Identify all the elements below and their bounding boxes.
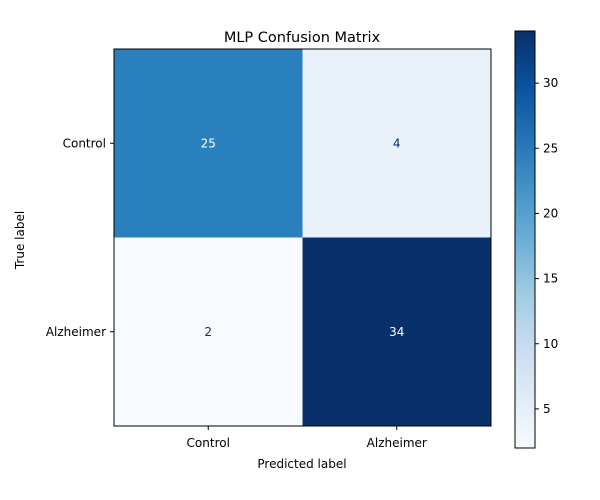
colorbar-tick-label: 15 bbox=[543, 272, 558, 286]
y-tick-label: Control bbox=[63, 136, 106, 150]
cell-value-label: 4 bbox=[393, 136, 401, 150]
matrix-cell bbox=[114, 237, 303, 426]
colorbar-gradient bbox=[514, 30, 536, 449]
colorbar: 5 10 15 20 25 30 bbox=[514, 30, 558, 449]
x-tick-label: Alzheimer bbox=[367, 436, 427, 450]
matrix-cell bbox=[114, 49, 303, 238]
x-axis-ticks: Control Alzheimer bbox=[187, 426, 427, 450]
matrix-cells: 25 4 2 34 bbox=[114, 49, 491, 426]
y-tick-label: Alzheimer bbox=[46, 325, 106, 339]
colorbar-tick-label: 25 bbox=[543, 141, 558, 155]
y-axis-ticks: Control Alzheimer bbox=[46, 136, 114, 339]
cell-value-label: 25 bbox=[201, 136, 216, 150]
y-axis-label: True label bbox=[13, 211, 27, 270]
matrix-cell bbox=[302, 237, 491, 426]
colorbar-tick-label: 10 bbox=[543, 337, 558, 351]
x-axis-label: Predicted label bbox=[257, 457, 346, 471]
x-tick-label: Control bbox=[187, 436, 230, 450]
colorbar-tick-label: 5 bbox=[543, 402, 551, 416]
plot-frame bbox=[113, 48, 492, 427]
colorbar-ticks: 5 10 15 20 25 30 bbox=[535, 76, 558, 416]
matrix-cell bbox=[302, 49, 491, 238]
cell-value-label: 2 bbox=[204, 325, 212, 339]
cell-value-label: 34 bbox=[389, 325, 404, 339]
colorbar-tick-label: 20 bbox=[543, 206, 558, 220]
colorbar-tick-label: 30 bbox=[543, 76, 558, 90]
chart-title: MLP Confusion Matrix bbox=[224, 30, 381, 46]
